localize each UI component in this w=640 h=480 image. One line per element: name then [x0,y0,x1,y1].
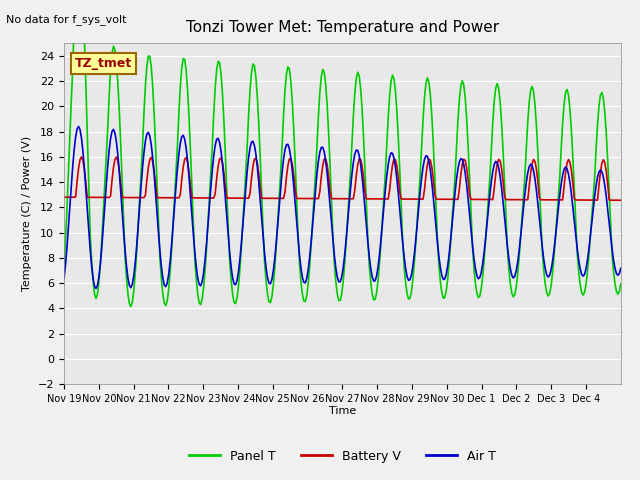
Text: No data for f_sys_volt: No data for f_sys_volt [6,14,127,25]
Title: Tonzi Tower Met: Temperature and Power: Tonzi Tower Met: Temperature and Power [186,20,499,35]
Text: TZ_tmet: TZ_tmet [75,57,132,70]
X-axis label: Time: Time [329,407,356,417]
Legend: Panel T, Battery V, Air T: Panel T, Battery V, Air T [184,445,501,468]
Y-axis label: Temperature (C) / Power (V): Temperature (C) / Power (V) [22,136,32,291]
